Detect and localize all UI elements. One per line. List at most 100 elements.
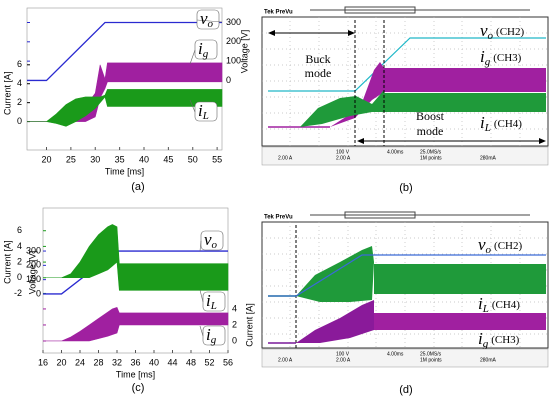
- mode-label: mode: [417, 124, 444, 138]
- annotation: iL (CH4): [478, 294, 520, 315]
- x-tick-label: 36: [130, 357, 140, 367]
- leader: [199, 325, 204, 337]
- trace-vo: [268, 254, 546, 297]
- readout: 100 V: [336, 149, 350, 155]
- y2-tick-label: 200: [26, 260, 41, 270]
- y-tick-label: 6: [17, 59, 22, 69]
- trace-ig: [374, 313, 546, 330]
- y3-tick-label: 2: [232, 319, 237, 329]
- annotation-subscript: o: [212, 239, 218, 251]
- trace-il: [384, 93, 546, 112]
- record-window: [344, 211, 416, 219]
- x-tick-label: 20: [56, 357, 66, 367]
- leader: [199, 240, 202, 252]
- readout: 280mA: [480, 155, 497, 161]
- y-tick-label: 2: [17, 256, 22, 266]
- y-tick-label: 0: [17, 272, 22, 282]
- annotation-subscript: o: [208, 18, 214, 30]
- readout: 2.00 A: [278, 155, 293, 161]
- readout: 25.0MS/s: [420, 149, 442, 155]
- y-tick-label: -2: [14, 288, 22, 298]
- caption: (d): [399, 384, 412, 396]
- annotation: iL: [206, 291, 217, 312]
- x-tick-label: 40: [149, 357, 159, 367]
- record-window: [344, 6, 416, 14]
- readout: 2.00 A: [336, 357, 351, 363]
- annotation-symbol: i: [206, 291, 211, 310]
- band-series: [27, 89, 223, 127]
- x-tick-label: 28: [93, 357, 103, 367]
- x-axis-label: Time [ms]: [105, 166, 144, 176]
- caption: (c): [132, 382, 145, 394]
- annotation-box: [196, 9, 220, 30]
- x-tick-label: 55: [212, 154, 222, 164]
- trace-il: [300, 90, 384, 127]
- readout-bar: [261, 146, 549, 166]
- x-tick-label: 32: [112, 357, 122, 367]
- x-tick-label: 44: [167, 357, 177, 367]
- x-tick-label: 40: [139, 154, 149, 164]
- scope-d: Tek PreVu vo (CH2) iL (CH4) ig (CH3) 2.00 A…: [261, 211, 549, 368]
- x-tick-label: 16: [38, 357, 48, 367]
- annotation-symbol: i: [206, 325, 211, 344]
- annotation: ig (CH3): [478, 329, 520, 350]
- caption: (a): [131, 181, 144, 193]
- y2-tick-label: 300: [26, 245, 41, 255]
- trace-ig: [384, 68, 546, 92]
- mode-label: mode: [305, 66, 332, 80]
- y3-tick-label: 0: [232, 335, 237, 345]
- x-tick-label: 52: [204, 357, 214, 367]
- y2-tick-label: 200: [226, 36, 241, 46]
- arrow-head: [539, 138, 546, 144]
- x-tick-label: 25: [66, 154, 76, 164]
- annotation: vo: [200, 9, 214, 30]
- arrow-head: [357, 138, 364, 144]
- annotation: vo (CH2): [478, 235, 522, 256]
- y-axis-label: Current [A]: [2, 71, 12, 115]
- trace-ig: [296, 300, 374, 343]
- y-tick-label: 4: [17, 241, 22, 251]
- y-tick-label: 2: [17, 97, 22, 107]
- x-tick-label: 48: [186, 357, 196, 367]
- y-tick-label: 0: [17, 116, 22, 126]
- y-tick-label: 4: [17, 78, 22, 88]
- scope-header: Tek PreVu: [264, 215, 293, 221]
- readout: 25.0MS/s: [420, 351, 442, 357]
- line-series: [27, 21, 222, 82]
- y2-axis-label: Voltage [V]: [27, 251, 37, 295]
- annotation-subscript: g: [203, 48, 209, 60]
- y2-tick-label: 100: [226, 56, 241, 66]
- annotation-box: [200, 230, 224, 251]
- y2-axis-label: Voltage [V]: [239, 30, 249, 74]
- x-tick-label: 35: [115, 154, 125, 164]
- band-series: [43, 224, 229, 291]
- annotation-symbol: v: [204, 230, 212, 249]
- scope-b: Tek PreVu Buck mode Boost mode vo (CH2) i…: [261, 6, 549, 166]
- x-tick-label: 50: [188, 154, 198, 164]
- readout: 2.00 A: [336, 155, 351, 161]
- annotation-symbol: i: [198, 101, 203, 120]
- readout: 2.00 A: [278, 357, 293, 363]
- leader: [189, 49, 196, 65]
- readout: 4.00ms: [387, 149, 404, 155]
- annotation-symbol: v: [200, 9, 208, 28]
- x-tick-label: 24: [75, 357, 85, 367]
- annotation-box: [194, 39, 218, 60]
- y3-axis-label: Current [A]: [244, 303, 254, 347]
- x-tick-label: 45: [163, 154, 173, 164]
- readout-bar: [261, 348, 549, 368]
- arrow-head: [268, 30, 275, 36]
- annotation-subscript: L: [210, 300, 217, 312]
- scope-header: Tek PreVu: [264, 10, 293, 16]
- annotation-subscript: L: [202, 110, 209, 122]
- caption: (b): [399, 182, 412, 194]
- mode-label: Buck: [305, 52, 330, 66]
- annotation-symbol: i: [198, 39, 203, 58]
- y-axis-label: Current [A]: [2, 240, 12, 284]
- readout: 280mA: [480, 357, 497, 363]
- y2-tick-label: 100: [26, 274, 41, 284]
- readout: 1M points: [420, 357, 442, 363]
